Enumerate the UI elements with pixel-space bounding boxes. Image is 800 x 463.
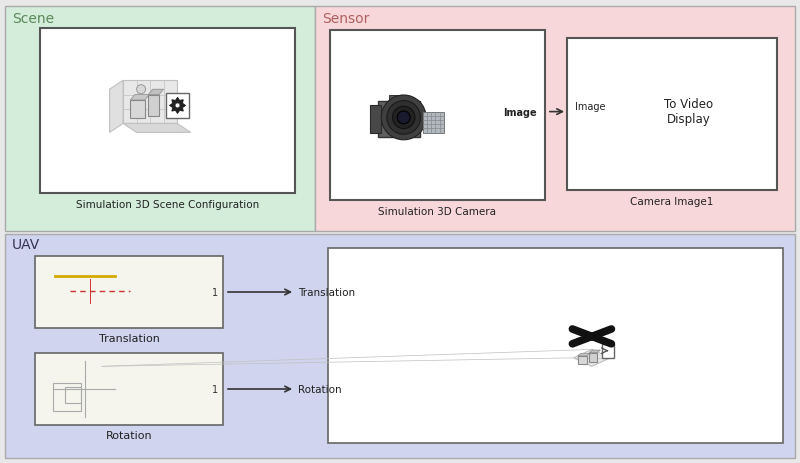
Text: Rotation: Rotation (106, 430, 152, 440)
Text: Scene: Scene (12, 12, 54, 26)
Polygon shape (110, 81, 123, 133)
Bar (330, 31, 545, 200)
Circle shape (137, 86, 146, 94)
Bar (602, 344, 614, 358)
Bar (148, 95, 159, 117)
Text: Simulation 3D Camera: Simulation 3D Camera (378, 206, 497, 217)
Text: UAV: UAV (12, 238, 40, 251)
Polygon shape (578, 354, 590, 356)
Text: To Video
Display: To Video Display (664, 98, 714, 125)
Bar (5, 234, 795, 458)
Circle shape (398, 112, 410, 125)
Polygon shape (590, 350, 600, 353)
Text: Simulation 3D Scene Configuration: Simulation 3D Scene Configuration (76, 200, 259, 210)
Bar (65, 387, 81, 403)
Polygon shape (148, 90, 164, 95)
Polygon shape (123, 124, 190, 133)
Bar (567, 39, 777, 191)
Text: Image: Image (503, 107, 537, 117)
Text: 1: 1 (212, 288, 218, 297)
Bar (5, 7, 315, 232)
Bar (35, 353, 223, 425)
Bar (40, 29, 295, 194)
Bar (166, 94, 189, 119)
Bar (315, 7, 795, 232)
Text: 1: 1 (212, 384, 218, 394)
Bar (35, 257, 223, 328)
Bar (53, 383, 81, 411)
Text: Image: Image (575, 102, 606, 112)
Text: Translation: Translation (298, 288, 355, 297)
Text: Translation: Translation (98, 333, 159, 343)
Text: Rotation: Rotation (298, 384, 342, 394)
Circle shape (588, 333, 595, 340)
Polygon shape (574, 350, 610, 367)
FancyBboxPatch shape (370, 106, 382, 133)
Bar (328, 249, 783, 443)
FancyBboxPatch shape (390, 96, 404, 104)
Circle shape (387, 101, 421, 135)
FancyBboxPatch shape (378, 101, 420, 138)
Circle shape (175, 104, 180, 109)
Bar (423, 113, 444, 133)
Bar (123, 81, 177, 124)
Polygon shape (130, 95, 150, 101)
FancyBboxPatch shape (590, 353, 597, 363)
Circle shape (393, 107, 415, 129)
Polygon shape (170, 98, 186, 114)
Text: Sensor: Sensor (322, 12, 370, 26)
Bar (130, 101, 145, 119)
Circle shape (382, 96, 426, 140)
Text: Camera Image1: Camera Image1 (630, 197, 714, 206)
FancyBboxPatch shape (578, 356, 586, 364)
